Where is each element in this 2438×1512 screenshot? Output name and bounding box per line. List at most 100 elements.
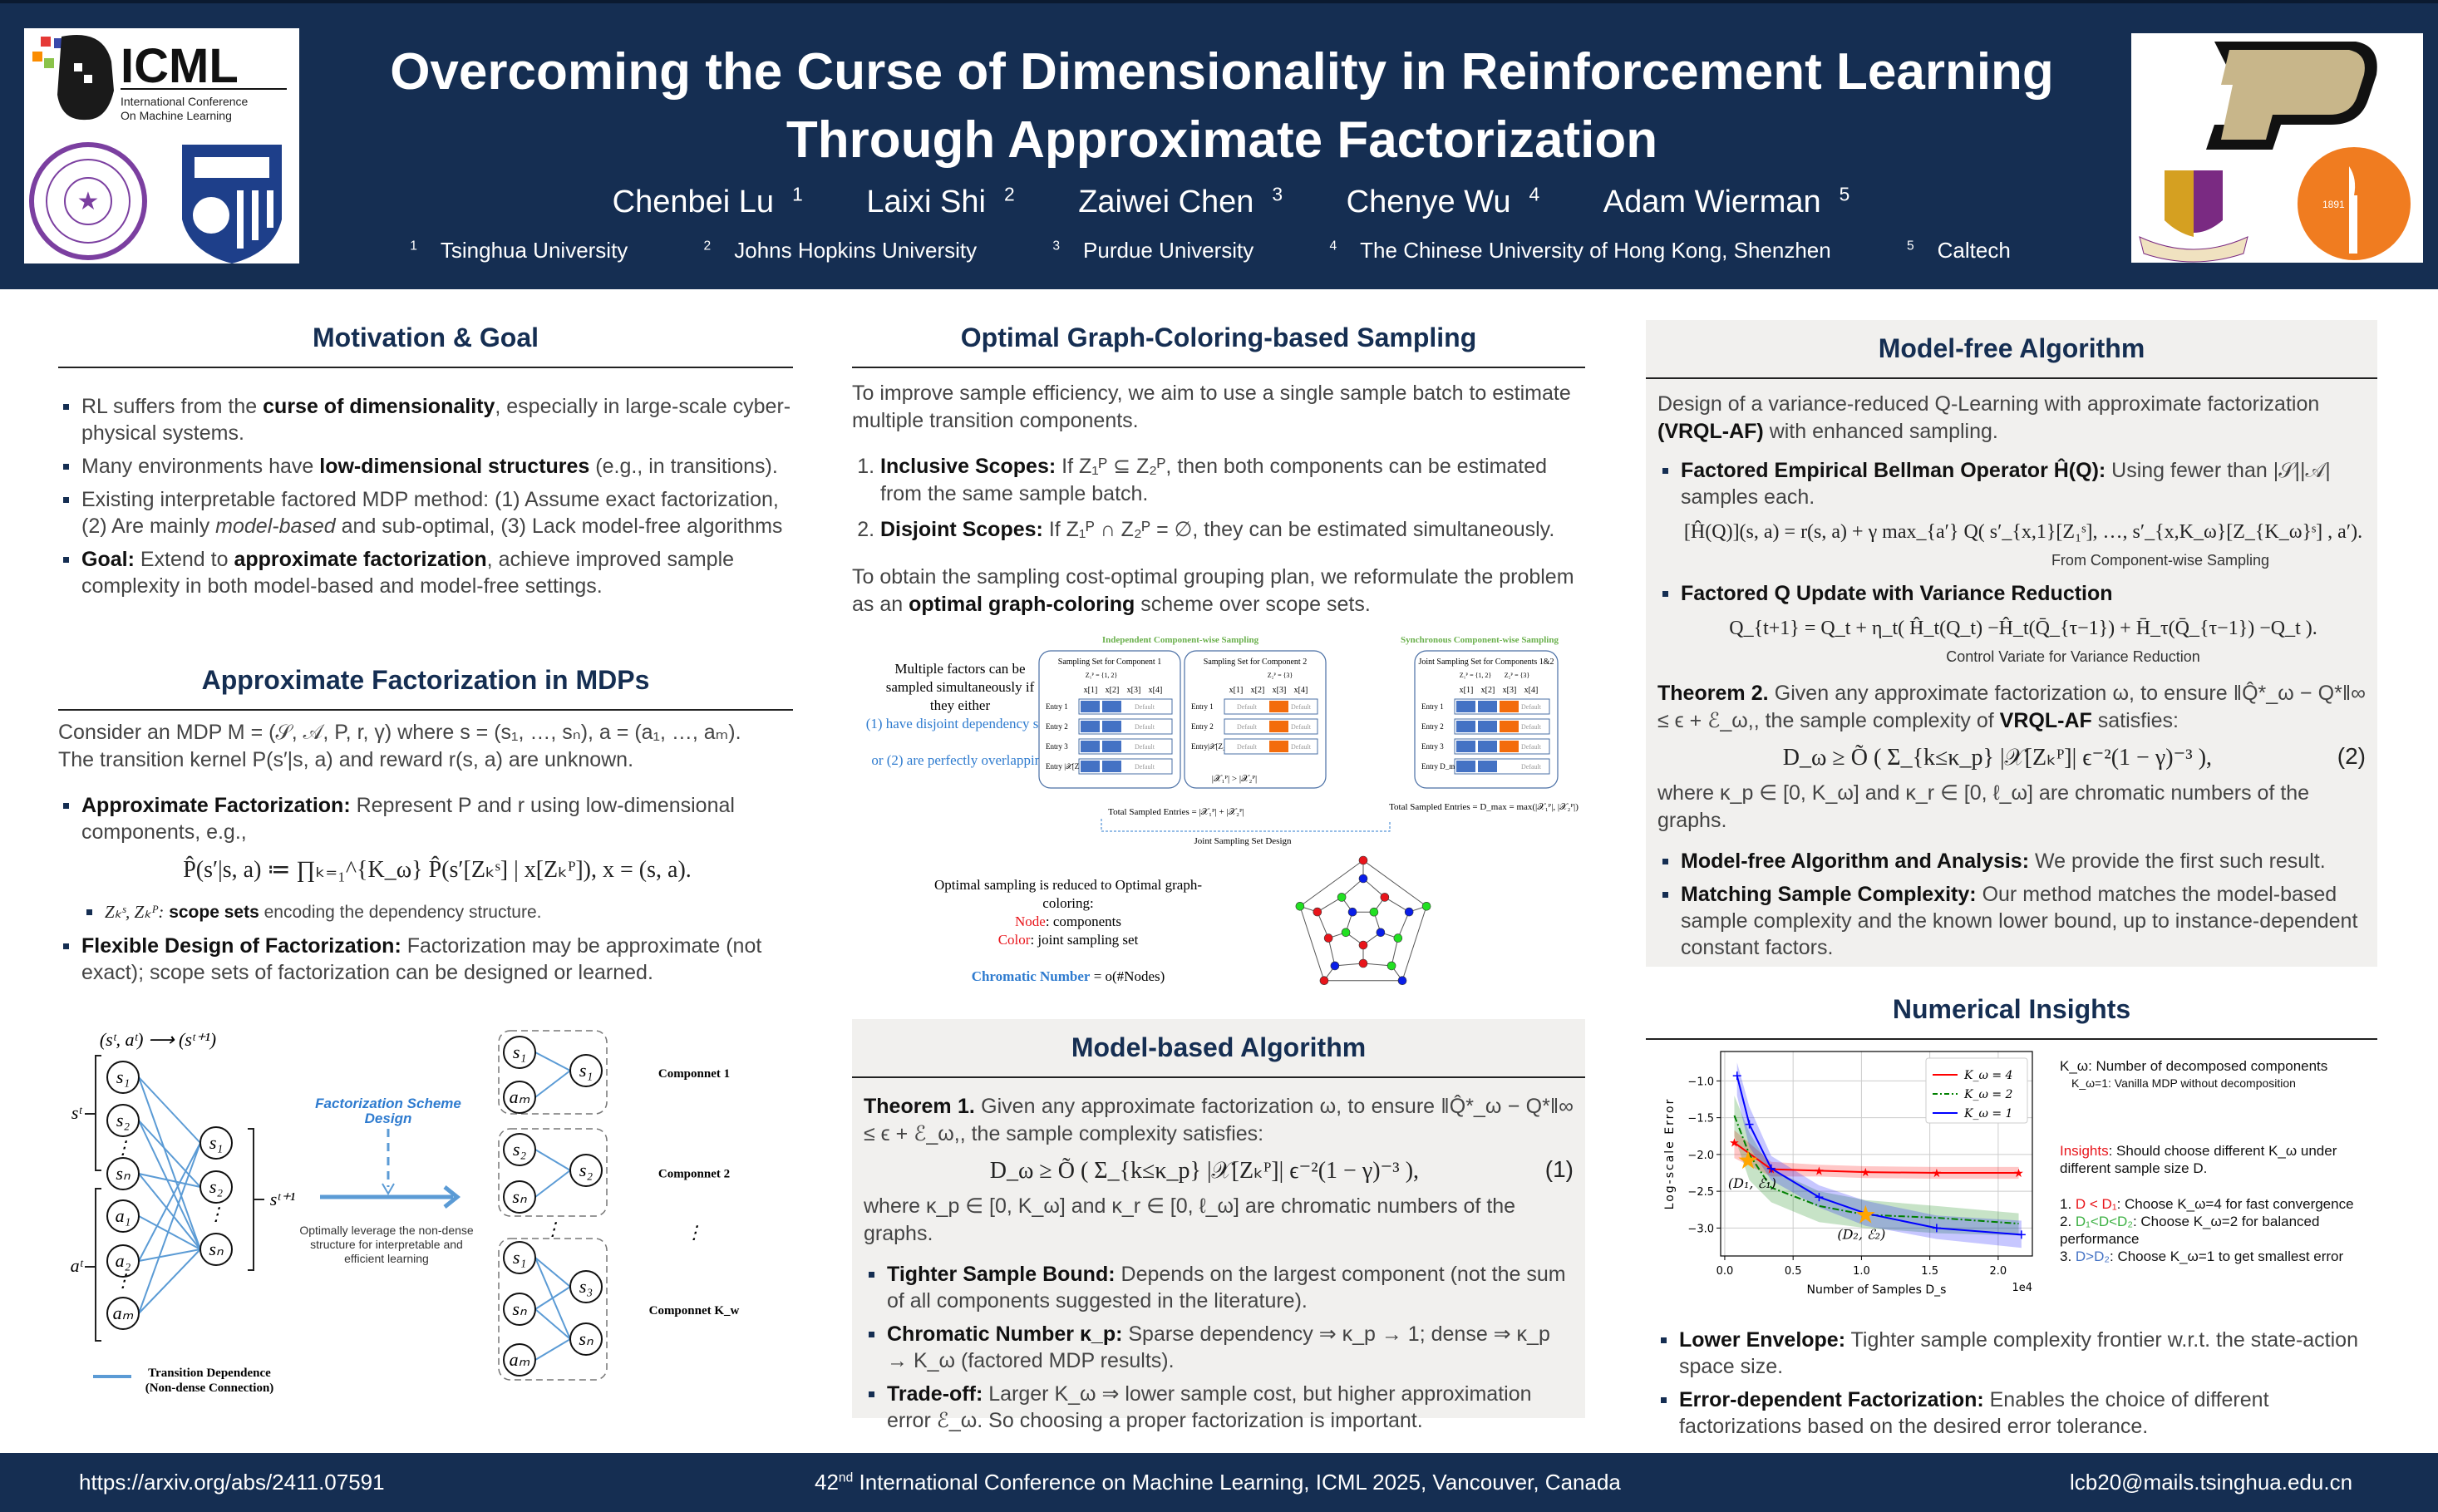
node-label: s₂: [579, 1160, 593, 1180]
dependency-edge: [138, 1249, 201, 1314]
node-label: s₁: [209, 1132, 223, 1153]
insights-text: Insights: Should choose different K_ω un…: [2060, 1143, 2337, 1176]
purdue-logo-icon: P: [2206, 42, 2377, 150]
graph-edge: [1401, 906, 1427, 981]
entry-label: Entry 1: [1191, 702, 1214, 711]
data-point: [1732, 1071, 1741, 1081]
data-point: ★: [1860, 1166, 1871, 1180]
data-point: [1745, 1120, 1754, 1129]
default-cell: Default: [1291, 703, 1312, 711]
poster-footer: https://arxiv.org/abs/2411.07591 42nd In…: [0, 1453, 2438, 1512]
dependency-edge: [534, 1052, 571, 1071]
dependency-edge: [138, 1142, 201, 1262]
default-cell: Default: [1237, 703, 1258, 711]
graph-node: [1393, 933, 1403, 943]
svg-text:Color: joint sampling set: Color: joint sampling set: [998, 932, 1139, 948]
list-item: Tighter Sample Bound: Depends on the lar…: [869, 1261, 1574, 1314]
dependency-edge: [138, 1120, 201, 1188]
svg-text:Chromatic Number = o(#Nodes): Chromatic Number = o(#Nodes): [972, 968, 1165, 984]
list-item: Lower Envelope: Tighter sample complexit…: [1661, 1327, 2371, 1380]
node-label: s₂: [209, 1176, 224, 1197]
ellipsis: ⋮: [114, 1137, 132, 1158]
svg-text:★: ★: [77, 188, 100, 215]
factor-component: s₂ sₙ s₂ Componnet 2: [498, 1128, 730, 1217]
column-label: x[4]: [1524, 686, 1539, 695]
contact-email[interactable]: lcb20@mails.tsinghua.edu.cn: [2070, 1470, 2353, 1495]
node-label: s₃: [579, 1276, 593, 1297]
transition-label: (sᵗ, aᵗ) ⟶ (sᵗ⁺¹): [100, 1029, 216, 1050]
sampling-intro: To improve sample efficiency, we aim to …: [852, 382, 1571, 432]
author: Laixi Shi 2: [866, 183, 1015, 219]
legend-label: K_ω = 4: [1963, 1069, 2012, 1082]
sampled-cell: [1081, 721, 1100, 732]
list-item: Chromatic Number κ_p: Sparse dependency …: [869, 1321, 1574, 1374]
entry-label: Entry 2: [1046, 722, 1068, 731]
entry-label: Entry 1: [1421, 702, 1444, 711]
sampled-cell: [1456, 721, 1475, 732]
entry-label: Entry |𝒳[Z₁ᴾ]|: [1046, 762, 1088, 771]
component-label: Componnet 2: [658, 1168, 730, 1181]
sampled-cell: [1500, 721, 1519, 732]
x-tick-label: 0.5: [1785, 1265, 1802, 1278]
sampled-cell: [1102, 721, 1121, 732]
theorem-1: Theorem 1. Given any approximate factori…: [864, 1095, 1574, 1145]
data-point: [1766, 1164, 1776, 1173]
y-tick-label: −2.0: [1687, 1150, 1714, 1162]
graph-node: [1347, 907, 1357, 917]
svg-text:International Conference: International Conference: [121, 95, 249, 108]
affiliation: 5 Caltech: [1906, 238, 2011, 263]
motivation-panel: Motivation & Goal RL suffers from the cu…: [58, 323, 793, 606]
sampled-cell: [1081, 701, 1100, 712]
mdp-intro: Consider an MDP M = (𝒮, 𝒜, P, r, γ) wher…: [58, 721, 741, 771]
next-state-node: [199, 1233, 233, 1266]
motivation-bullets: RL suffers from the curse of dimensional…: [58, 393, 793, 599]
next-state-node: [569, 1270, 603, 1303]
component-label: Componnet 1: [658, 1067, 730, 1081]
caltech-seal-icon: 1891: [2298, 147, 2411, 260]
factor-component: s₁ sₙ aₘ s₃ sₙ Componnet K_w: [498, 1238, 740, 1381]
graph-edge: [1317, 896, 1342, 913]
data-point: ★: [1814, 1165, 1825, 1178]
annotation-star: ★: [1854, 1201, 1877, 1230]
entry-label: Entry D_max: [1421, 762, 1462, 771]
sampling-panel: Optimal Graph-Coloring-based Sampling To…: [852, 323, 1585, 618]
y-axis-label: Log-scale Error: [1663, 1098, 1677, 1210]
scope-label: Z₁ᴾ = {1, 2}: [1086, 672, 1118, 679]
sampled-cell: [1269, 741, 1288, 752]
default-cell: Default: [1291, 723, 1312, 731]
sampled-cell: [1081, 741, 1100, 752]
default-cell: Default: [1135, 763, 1155, 771]
default-cell: Default: [1521, 743, 1542, 751]
column-label: x[1]: [1229, 686, 1244, 695]
column-label: x[4]: [1294, 686, 1308, 695]
svg-text:they either: they either: [930, 697, 991, 713]
data-point: [1932, 1224, 1941, 1233]
svg-text:efficient learning: efficient learning: [344, 1252, 429, 1265]
affiliation: 3 Purdue University: [1052, 238, 1254, 263]
error-vs-samples-chart: 0.0 0.5 1.0 1.5 2.0−1.0−1.5−2.0−2.5−3.0★★ ★ ★ ★…: [1658, 1043, 2049, 1301]
svg-text:(1) have disjoint dependency s: (1) have disjoint dependency sets: [866, 716, 1055, 731]
sampled-cell: [1478, 701, 1497, 712]
state-node: [106, 1104, 140, 1137]
svg-text:sᵗ⁺¹: sᵗ⁺¹: [270, 1189, 295, 1209]
annotation-label: (D₂, ℰ₂): [1837, 1227, 1885, 1243]
author: Adam Wierman 5: [1603, 183, 1850, 219]
node-label: sₙ: [579, 1328, 593, 1349]
sampled-cell: [1456, 741, 1475, 752]
q-update-equation: Q_{t+1} = Q_t + η_t( Ĥ_t(Q_t) −Ĥ_t(Q̄_{τ…: [1729, 618, 2317, 639]
model-based-panel: Model-based Algorithm Theorem 1. Given a…: [852, 1019, 1585, 1432]
section-title: Optimal Graph-Coloring-based Sampling: [852, 323, 1585, 368]
numerical-bullets: Lower Envelope: Tighter sample complexit…: [1656, 1327, 2371, 1446]
dependency-edge: [138, 1249, 201, 1262]
list-item: Error-dependent Factorization: Enables t…: [1661, 1386, 2371, 1440]
y-tick-label: −2.5: [1687, 1186, 1714, 1199]
affiliation-list: 1 Tsinghua University 2 Johns Hopkins Univ…: [316, 238, 2128, 263]
sampled-cell: [1102, 761, 1121, 772]
confidence-band: [1734, 1130, 2019, 1180]
list-item: Many environments have low-dimensional s…: [63, 453, 793, 480]
svg-text:Design: Design: [365, 1111, 412, 1126]
dependency-edge: [138, 1173, 201, 1250]
column-label: x[2]: [1251, 686, 1265, 695]
graph-coloring-diagram: [1295, 855, 1431, 986]
arxiv-link[interactable]: https://arxiv.org/abs/2411.07591: [79, 1470, 385, 1495]
